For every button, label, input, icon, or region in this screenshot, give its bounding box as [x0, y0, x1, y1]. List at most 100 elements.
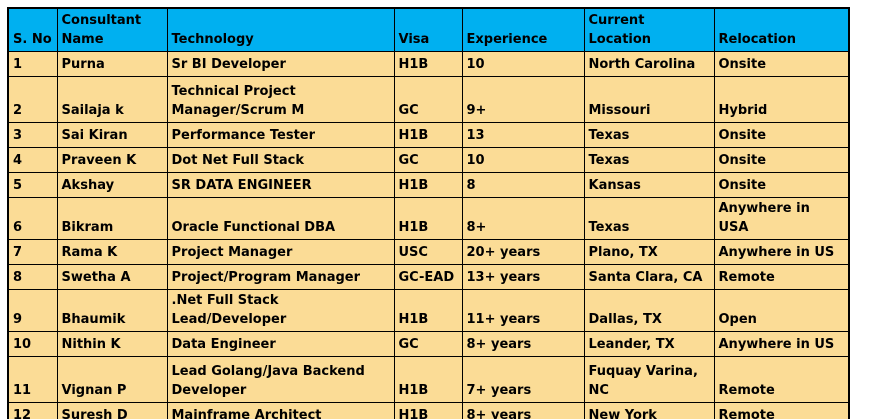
cell-location[interactable]: Dallas, TX — [583, 289, 715, 332]
cell-technology[interactable]: Dot Net Full Stack — [166, 147, 395, 173]
cell-location[interactable]: Texas — [583, 197, 715, 240]
cell-sno[interactable]: 5 — [7, 172, 58, 198]
cell-visa[interactable]: GC — [393, 147, 463, 173]
cell-sno[interactable]: 4 — [7, 147, 58, 173]
cell-visa[interactable]: H1B — [393, 51, 463, 77]
cell-technology[interactable]: Performance Tester — [166, 122, 395, 148]
cell-location[interactable]: Texas — [583, 122, 715, 148]
cell-location[interactable]: Plano, TX — [583, 239, 715, 265]
cell-location[interactable]: Missouri — [583, 76, 715, 123]
cell-visa[interactable]: USC — [393, 239, 463, 265]
header-row: S. No Consultant Name Technology Visa Ex… — [7, 7, 850, 52]
cell-experience[interactable]: 7+ years — [461, 356, 585, 403]
cell-sno[interactable]: 1 — [7, 51, 58, 77]
table-row: 1 Purna Sr BI Developer H1B 10 North Car… — [7, 51, 850, 77]
cell-location[interactable]: Leander, TX — [583, 331, 715, 357]
cell-experience[interactable]: 9+ — [461, 76, 585, 123]
cell-name[interactable]: Bikram — [56, 197, 168, 240]
table-row: 5 Akshay SR DATA ENGINEER H1B 8 Kansas O… — [7, 172, 850, 198]
table-row: 8 Swetha A Project/Program Manager GC-EA… — [7, 264, 850, 290]
table-row: 9 Bhaumik .Net Full Stack Lead/Developer… — [7, 289, 850, 332]
cell-location[interactable]: Santa Clara, CA — [583, 264, 715, 290]
cell-visa[interactable]: GC-EAD — [393, 264, 463, 290]
table-row: 11 Vignan P Lead Golang/Java Backend Dev… — [7, 356, 850, 403]
cell-location[interactable]: Texas — [583, 147, 715, 173]
cell-technology[interactable]: Technical Project Manager/Scrum M — [166, 76, 395, 123]
column-header-location[interactable]: Current Location — [583, 7, 715, 52]
cell-name[interactable]: Rama K — [56, 239, 168, 265]
column-header-visa[interactable]: Visa — [393, 7, 463, 52]
cell-experience[interactable]: 8+ — [461, 197, 585, 240]
cell-sno[interactable]: 7 — [7, 239, 58, 265]
cell-visa[interactable]: H1B — [393, 172, 463, 198]
cell-sno[interactable]: 8 — [7, 264, 58, 290]
cell-experience[interactable]: 8+ years — [461, 331, 585, 357]
cell-name[interactable]: Sailaja k — [56, 76, 168, 123]
cell-experience[interactable]: 20+ years — [461, 239, 585, 265]
cell-technology[interactable]: .Net Full Stack Lead/Developer — [166, 289, 395, 332]
cell-sno[interactable]: 10 — [7, 331, 58, 357]
cell-relocation[interactable]: Anywhere in USA — [713, 197, 850, 240]
cell-visa[interactable]: H1B — [393, 197, 463, 240]
cell-technology[interactable]: SR DATA ENGINEER — [166, 172, 395, 198]
cell-relocation[interactable]: Remote — [713, 264, 850, 290]
cell-name[interactable]: Vignan P — [56, 356, 168, 403]
cell-name[interactable]: Akshay — [56, 172, 168, 198]
cell-sno[interactable]: 12 — [7, 402, 58, 419]
cell-experience[interactable]: 11+ years — [461, 289, 585, 332]
cell-sno[interactable]: 6 — [7, 197, 58, 240]
cell-experience[interactable]: 8 — [461, 172, 585, 198]
cell-location[interactable]: Kansas — [583, 172, 715, 198]
cell-relocation[interactable]: Anywhere in US — [713, 239, 850, 265]
cell-experience[interactable]: 8+ years — [461, 402, 585, 419]
cell-relocation[interactable]: Onsite — [713, 172, 850, 198]
cell-technology[interactable]: Mainframe Architect — [166, 402, 395, 419]
cell-visa[interactable]: GC — [393, 331, 463, 357]
cell-relocation[interactable]: Anywhere in US — [713, 331, 850, 357]
cell-experience[interactable]: 13+ years — [461, 264, 585, 290]
cell-visa[interactable]: H1B — [393, 402, 463, 419]
cell-technology[interactable]: Project/Program Manager — [166, 264, 395, 290]
table-row: 12 Suresh D Mainframe Architect H1B 8+ y… — [7, 402, 850, 419]
cell-sno[interactable]: 9 — [7, 289, 58, 332]
column-header-technology[interactable]: Technology — [166, 7, 395, 52]
cell-experience[interactable]: 10 — [461, 51, 585, 77]
cell-technology[interactable]: Oracle Functional DBA — [166, 197, 395, 240]
cell-name[interactable]: Purna — [56, 51, 168, 77]
cell-relocation[interactable]: Open — [713, 289, 850, 332]
cell-location[interactable]: North Carolina — [583, 51, 715, 77]
column-header-sno[interactable]: S. No — [7, 7, 58, 52]
cell-location[interactable]: New York — [583, 402, 715, 419]
cell-relocation[interactable]: Onsite — [713, 122, 850, 148]
cell-technology[interactable]: Data Engineer — [166, 331, 395, 357]
cell-visa[interactable]: H1B — [393, 122, 463, 148]
cell-relocation[interactable]: Onsite — [713, 147, 850, 173]
cell-experience[interactable]: 13 — [461, 122, 585, 148]
cell-technology[interactable]: Project Manager — [166, 239, 395, 265]
cell-name[interactable]: Praveen K — [56, 147, 168, 173]
column-header-experience[interactable]: Experience — [461, 7, 585, 52]
cell-experience[interactable]: 10 — [461, 147, 585, 173]
cell-visa[interactable]: H1B — [393, 356, 463, 403]
cell-name[interactable]: Sai Kiran — [56, 122, 168, 148]
table-row: 3 Sai Kiran Performance Tester H1B 13 Te… — [7, 122, 850, 148]
cell-technology[interactable]: Sr BI Developer — [166, 51, 395, 77]
cell-name[interactable]: Nithin K — [56, 331, 168, 357]
cell-relocation[interactable]: Remote — [713, 356, 850, 403]
cell-sno[interactable]: 3 — [7, 122, 58, 148]
cell-location[interactable]: Fuquay Varina, NC — [583, 356, 715, 403]
cell-sno[interactable]: 2 — [7, 76, 58, 123]
column-header-relocation[interactable]: Relocation — [713, 7, 850, 52]
cell-sno[interactable]: 11 — [7, 356, 58, 403]
cell-name[interactable]: Suresh D — [56, 402, 168, 419]
cell-name[interactable]: Bhaumik — [56, 289, 168, 332]
cell-relocation[interactable]: Onsite — [713, 51, 850, 77]
column-header-name[interactable]: Consultant Name — [56, 7, 168, 52]
cell-name[interactable]: Swetha A — [56, 264, 168, 290]
cell-visa[interactable]: GC — [393, 76, 463, 123]
cell-technology[interactable]: Lead Golang/Java Backend Developer — [166, 356, 395, 403]
cell-visa[interactable]: H1B — [393, 289, 463, 332]
cell-relocation[interactable]: Remote — [713, 402, 850, 419]
cell-relocation[interactable]: Hybrid — [713, 76, 850, 123]
